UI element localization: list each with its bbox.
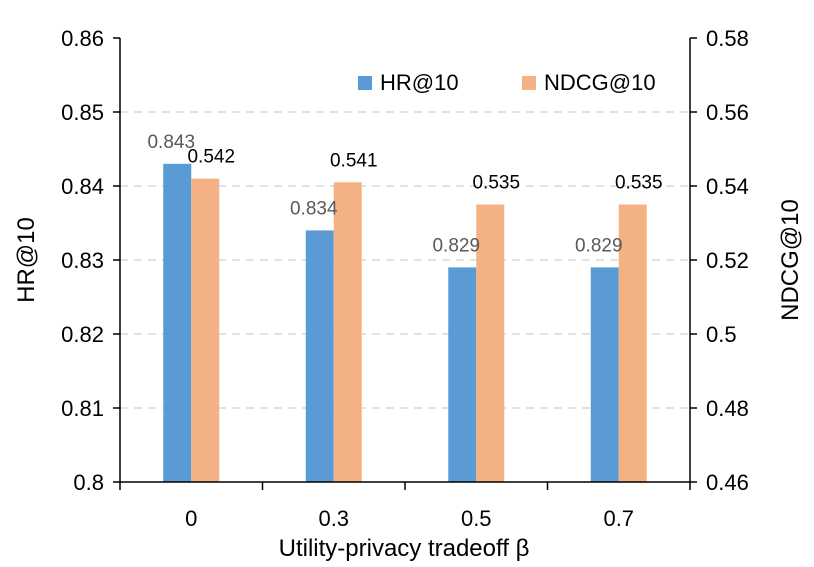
legend-entry: NDCG@10 — [544, 70, 656, 95]
bar-ndcg — [618, 204, 647, 482]
data-label-ndcg: 0.542 — [187, 147, 235, 168]
legend-entry: HR@10 — [380, 70, 459, 95]
y-left-tick-label: 0.82 — [61, 322, 104, 347]
data-label-hr: 0.829 — [575, 235, 623, 256]
y-axis-label-left: HR@10 — [13, 217, 40, 303]
y-right-tick-label: 0.52 — [706, 248, 749, 273]
data-label-hr: 0.829 — [432, 235, 480, 256]
y-right-tick-label: 0.56 — [706, 100, 749, 125]
y-right-tick-label: 0.48 — [706, 396, 749, 421]
y-right-tick-label: 0.54 — [706, 174, 749, 199]
legend-swatch — [358, 76, 372, 90]
x-tick-label: 0 — [185, 506, 197, 531]
y-left-tick-label: 0.84 — [61, 174, 104, 199]
bar-ndcg — [191, 178, 220, 482]
y-left-tick-label: 0.81 — [61, 396, 104, 421]
bars — [163, 163, 647, 483]
data-label-ndcg: 0.535 — [472, 173, 520, 194]
legend-swatch — [522, 76, 536, 90]
x-tick-label: 0.5 — [461, 506, 492, 531]
y-right-tick-label: 0.5 — [706, 322, 737, 347]
legend: HR@10 NDCG@10 — [358, 70, 656, 95]
y-left-tick-label: 0.85 — [61, 100, 104, 125]
gridlines — [120, 111, 690, 409]
x-tick-label: 0.7 — [603, 506, 634, 531]
y-left-tick-label: 0.83 — [61, 248, 104, 273]
bar-hr — [305, 230, 334, 482]
x-axis-label: Utility-privacy tradeoff β — [279, 535, 530, 562]
data-label-ndcg: 0.541 — [330, 150, 378, 171]
data-label-hr: 0.834 — [290, 198, 338, 219]
y-left-tick-label: 0.8 — [73, 470, 104, 495]
bar-ndcg — [476, 204, 505, 482]
y-right-tick-label: 0.46 — [706, 470, 749, 495]
axes — [113, 37, 697, 490]
tick-labels: 0.8 0.81 0.82 0.83 0.84 0.85 0.86 0.46 0.48 0.5 0.… — [61, 26, 749, 531]
y-left-tick-label: 0.86 — [61, 26, 104, 51]
bar-hr — [163, 163, 192, 483]
bar-hr — [590, 267, 619, 482]
y-axis-label-right: NDCG@10 — [777, 199, 804, 321]
data-label-ndcg: 0.535 — [615, 173, 663, 194]
bar-ndcg — [333, 182, 362, 483]
bar-hr — [448, 267, 477, 482]
y-right-tick-label: 0.58 — [706, 26, 749, 51]
x-tick-label: 0.3 — [318, 506, 349, 531]
data-label-hr: 0.843 — [147, 132, 195, 153]
